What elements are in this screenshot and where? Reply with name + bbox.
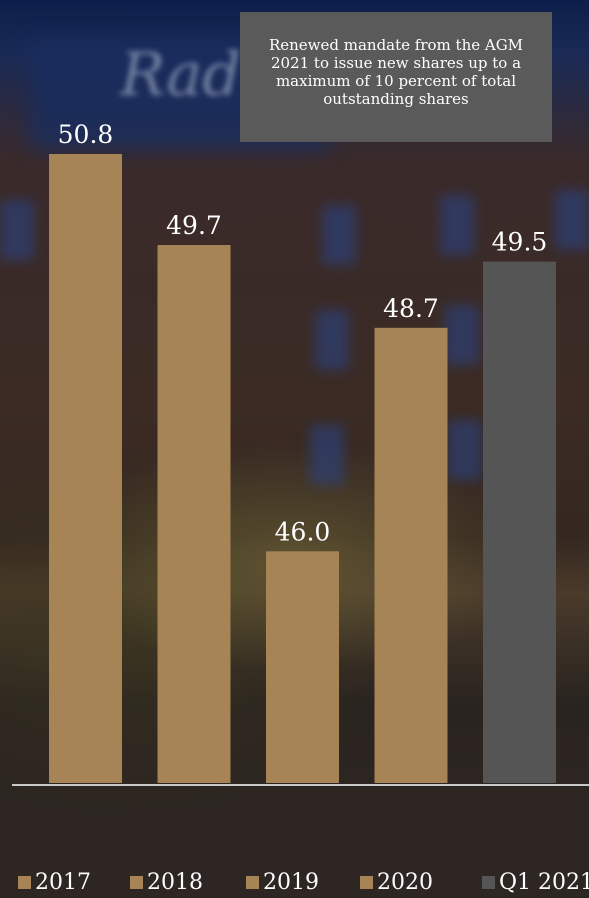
legend-swatch <box>482 876 495 889</box>
data-label: 49.7 <box>166 211 222 240</box>
window-glow <box>445 305 479 365</box>
legend-item: 2018 <box>130 870 203 895</box>
data-label: 49.5 <box>492 228 548 257</box>
bars-group <box>49 154 556 784</box>
window-glow <box>448 420 482 480</box>
legend-label: 2019 <box>263 870 319 895</box>
window-glow <box>555 190 589 250</box>
legend-swatch <box>360 876 373 889</box>
legend-swatch <box>246 876 259 889</box>
data-label: 48.7 <box>383 294 439 323</box>
legend-item: 2019 <box>246 870 319 895</box>
bar-2018 <box>157 245 231 783</box>
window-glow <box>322 205 356 265</box>
window-glow <box>0 200 34 260</box>
legend-item: Q1 2021 <box>482 870 589 895</box>
window-glow <box>315 310 349 370</box>
legend-item: 2020 <box>360 870 433 895</box>
window-glow <box>440 195 474 255</box>
window-glow <box>310 425 344 485</box>
annotation-box: Renewed mandate from the AGM 2021 to iss… <box>240 12 552 142</box>
bar-2020 <box>374 327 448 783</box>
legend-label: 2017 <box>35 870 91 895</box>
annotation-text: Renewed mandate from the AGM 2021 to iss… <box>268 36 524 108</box>
legend-label: Q1 2021 <box>499 870 589 895</box>
bar-q1-2021 <box>483 261 556 784</box>
data-label: 46.0 <box>275 517 331 546</box>
legend-swatch <box>18 876 31 889</box>
data-labels-group: 50.8 49.7 46.0 48.7 49.5 <box>58 120 548 546</box>
legend-label: 2020 <box>377 870 433 895</box>
legend-label: 2018 <box>147 870 203 895</box>
legend-swatch <box>130 876 143 889</box>
legend: 2017 2018 2019 2020 Q1 2021 <box>18 870 589 898</box>
hotel-sign-lettering: Rad <box>120 40 241 110</box>
data-label: 50.8 <box>58 120 114 149</box>
legend-item: 2017 <box>18 870 91 895</box>
bar-2017 <box>49 154 122 783</box>
bar-2019 <box>266 551 339 783</box>
